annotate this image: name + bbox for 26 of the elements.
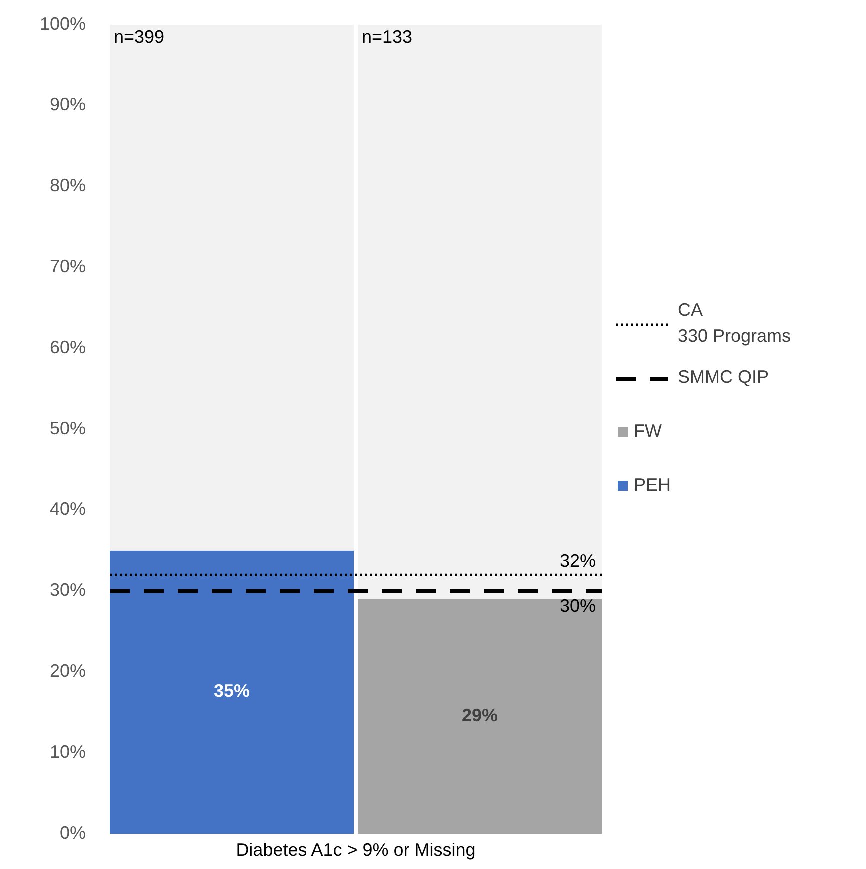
y-tick-label: 50% [50, 418, 86, 438]
y-tick-label: 60% [50, 337, 86, 358]
y-tick-label: 20% [50, 660, 86, 681]
legend-label: PEH [634, 474, 672, 495]
annotation: n=399 [114, 27, 165, 47]
y-tick-label: 80% [50, 176, 86, 196]
legend-label: FW [634, 420, 662, 441]
y-tick-label: 40% [50, 499, 86, 520]
x-axis-title: Diabetes A1c > 9% or Missing [236, 840, 476, 860]
data-label: 35% [214, 681, 250, 702]
y-tick-label: 90% [50, 94, 86, 115]
annotation: 30% [560, 596, 596, 616]
bar [110, 550, 354, 834]
legend-label: CA 330 Programs [678, 300, 792, 346]
legend-label: SMMC QIP [678, 366, 770, 387]
y-tick-label: 0% [60, 822, 86, 843]
bar [110, 25, 354, 551]
y-tick-label: 100% [40, 14, 86, 34]
bar [358, 599, 602, 834]
y-tick-label: 70% [50, 256, 86, 276]
y-tick-label: 10% [50, 742, 86, 762]
y-tick-label: 30% [50, 580, 86, 600]
bar [358, 25, 602, 600]
annotation: 32% [560, 551, 596, 572]
annotation: n=133 [362, 27, 413, 47]
data-label: 29% [462, 705, 498, 726]
